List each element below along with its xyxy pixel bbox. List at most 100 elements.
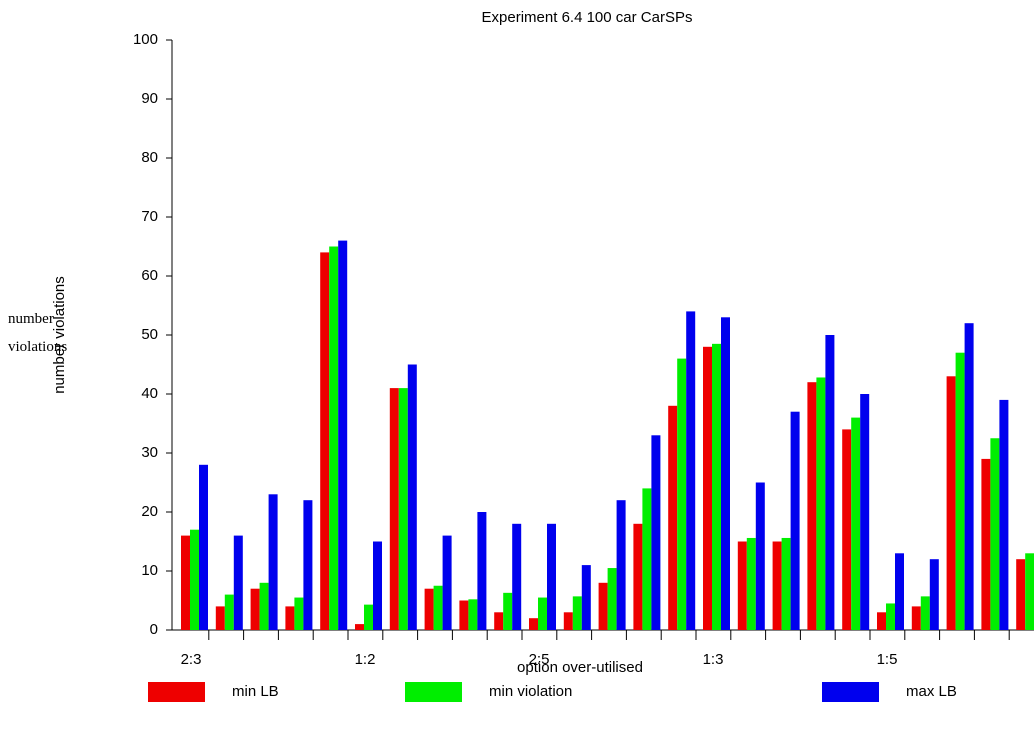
bar xyxy=(215,606,225,630)
bar xyxy=(494,612,504,630)
bar xyxy=(946,376,956,630)
y-axis-label: number violations xyxy=(51,276,68,394)
bar xyxy=(572,596,582,630)
bar xyxy=(860,394,870,630)
y-axis-label-overlay: number violations xyxy=(8,311,68,355)
bar xyxy=(633,523,643,630)
bar xyxy=(964,323,974,630)
bar xyxy=(642,488,652,630)
y-tick-label: 90 xyxy=(141,90,158,107)
bar xyxy=(389,388,399,630)
y-tick-label: 70 xyxy=(141,208,158,225)
bar xyxy=(398,388,408,630)
x-axis-label: option over-utilised xyxy=(517,659,643,676)
bar xyxy=(877,612,886,630)
legend-swatch xyxy=(405,682,462,702)
legend-swatch xyxy=(822,682,879,702)
bar xyxy=(233,535,243,630)
bar xyxy=(294,597,304,630)
bar xyxy=(851,417,861,630)
bar xyxy=(929,559,939,630)
bar xyxy=(407,364,417,630)
bar xyxy=(190,529,199,630)
bar xyxy=(512,523,522,630)
y-tick-label: 30 xyxy=(141,444,158,461)
bar xyxy=(433,585,443,630)
y-tick-label: 100 xyxy=(133,31,158,48)
bar xyxy=(746,537,756,630)
y-tick-label: 40 xyxy=(141,385,158,402)
y-axis-label-text: number violations xyxy=(8,311,68,355)
bar xyxy=(320,252,330,630)
bar xyxy=(651,435,661,630)
bar xyxy=(807,382,817,630)
bar xyxy=(259,582,269,630)
bar xyxy=(355,624,364,630)
bar xyxy=(199,464,208,630)
bar xyxy=(755,482,765,630)
bar xyxy=(224,594,234,630)
y-tick-label: 60 xyxy=(141,267,158,284)
bar xyxy=(607,568,617,630)
bar xyxy=(781,537,791,630)
bar xyxy=(598,582,608,630)
legend-label: min LB xyxy=(232,683,279,700)
bar xyxy=(686,311,696,630)
bar xyxy=(981,458,991,630)
bar xyxy=(181,535,190,630)
bar xyxy=(503,592,513,630)
bar xyxy=(668,405,678,630)
bar xyxy=(616,500,626,630)
bar xyxy=(842,429,852,630)
bar xyxy=(285,606,295,630)
bar xyxy=(703,346,712,630)
bar xyxy=(529,618,538,630)
legend-label: max LB xyxy=(906,683,957,700)
bar xyxy=(547,523,556,630)
y-tick-label: 10 xyxy=(141,562,158,579)
bar xyxy=(955,352,965,630)
y-tick-label: 20 xyxy=(141,503,158,520)
bar xyxy=(373,541,382,630)
bar xyxy=(250,588,260,630)
bar xyxy=(459,600,469,630)
bar xyxy=(816,377,826,630)
y-tick-label: 50 xyxy=(141,326,158,343)
bar xyxy=(442,535,452,630)
legend-label: min violation xyxy=(489,683,572,700)
bar xyxy=(790,411,800,630)
y-tick-label: 80 xyxy=(141,149,158,166)
bar xyxy=(477,512,487,630)
legend-swatch xyxy=(148,682,205,702)
y-tick-label: 0 xyxy=(150,621,158,638)
bar xyxy=(1016,559,1026,630)
x-tick-label: 1:2 xyxy=(355,651,376,668)
x-tick-label: 1:3 xyxy=(703,651,724,668)
bar xyxy=(990,438,1000,630)
bar xyxy=(338,240,348,630)
bar xyxy=(268,494,278,630)
bar xyxy=(721,317,730,630)
bar xyxy=(468,599,478,630)
bar xyxy=(920,596,930,630)
bar xyxy=(563,612,573,630)
bar xyxy=(772,541,782,630)
bar xyxy=(825,335,835,630)
bar xyxy=(999,399,1009,630)
bar xyxy=(364,604,373,630)
x-tick-label: 2:3 xyxy=(181,651,202,668)
bar xyxy=(895,553,904,630)
x-tick-label: 2:5 xyxy=(529,651,550,668)
bar xyxy=(424,588,434,630)
bar xyxy=(677,358,687,630)
x-tick-label: 1:5 xyxy=(877,651,898,668)
chart-title: Experiment 6.4 100 car CarSPs xyxy=(482,9,693,26)
bar xyxy=(886,603,895,630)
bar xyxy=(1025,553,1034,630)
bar xyxy=(303,500,313,630)
bar xyxy=(737,541,747,630)
bar xyxy=(538,597,547,630)
bar xyxy=(581,565,591,630)
